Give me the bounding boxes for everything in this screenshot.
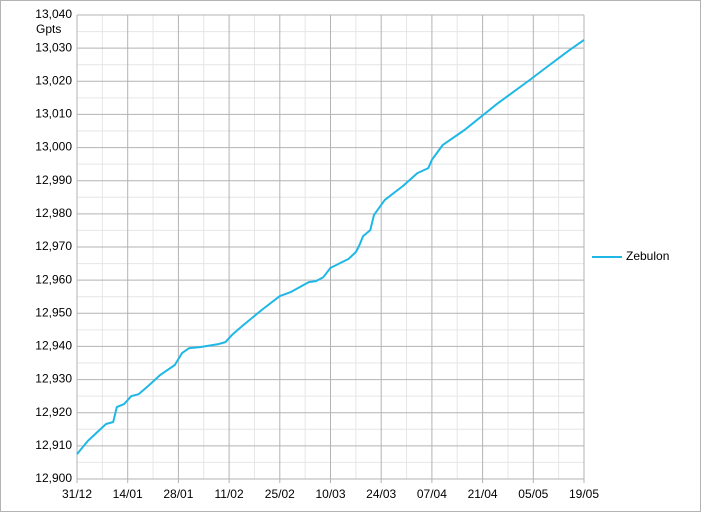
x-tick-label: 07/04: [417, 487, 447, 501]
x-tick-label: 19/05: [569, 487, 599, 501]
y-tick-label: 12,990: [35, 173, 72, 187]
y-tick-label: 12,950: [35, 305, 72, 319]
y-tick-label: 12,970: [35, 239, 72, 253]
x-tick-label: 31/12: [62, 487, 92, 501]
x-tick-label: 25/02: [265, 487, 295, 501]
y-tick-label: 12,900: [35, 471, 72, 485]
x-tick-label: 28/01: [163, 487, 193, 501]
y-tick-label: 12,930: [35, 372, 72, 386]
y-tick-label: 13,030: [35, 40, 72, 54]
x-tick-label: 24/03: [366, 487, 396, 501]
y-tick-label: 12,920: [35, 405, 72, 419]
x-tick-label: 14/01: [113, 487, 143, 501]
y-tick-label: 12,940: [35, 339, 72, 353]
x-tick-label: 05/05: [518, 487, 548, 501]
data-line: [76, 39, 585, 455]
y-tick-label: 13,010: [35, 107, 72, 121]
y-tick-label: 12,980: [35, 206, 72, 220]
y-tick-label: 12,960: [35, 272, 72, 286]
y-axis-label: Gpts: [36, 22, 61, 36]
x-tick-label: 21/04: [468, 487, 498, 501]
y-tick-label: 13,000: [35, 140, 72, 154]
x-tick-label: 11/02: [215, 487, 244, 501]
x-tick-label: 10/03: [315, 487, 345, 501]
y-tick-label: 13,020: [35, 73, 72, 87]
y-tick-label: 12,910: [35, 438, 72, 452]
y-tick-label: 13,040: [35, 7, 72, 21]
legend-label: Zebulon: [626, 249, 669, 263]
